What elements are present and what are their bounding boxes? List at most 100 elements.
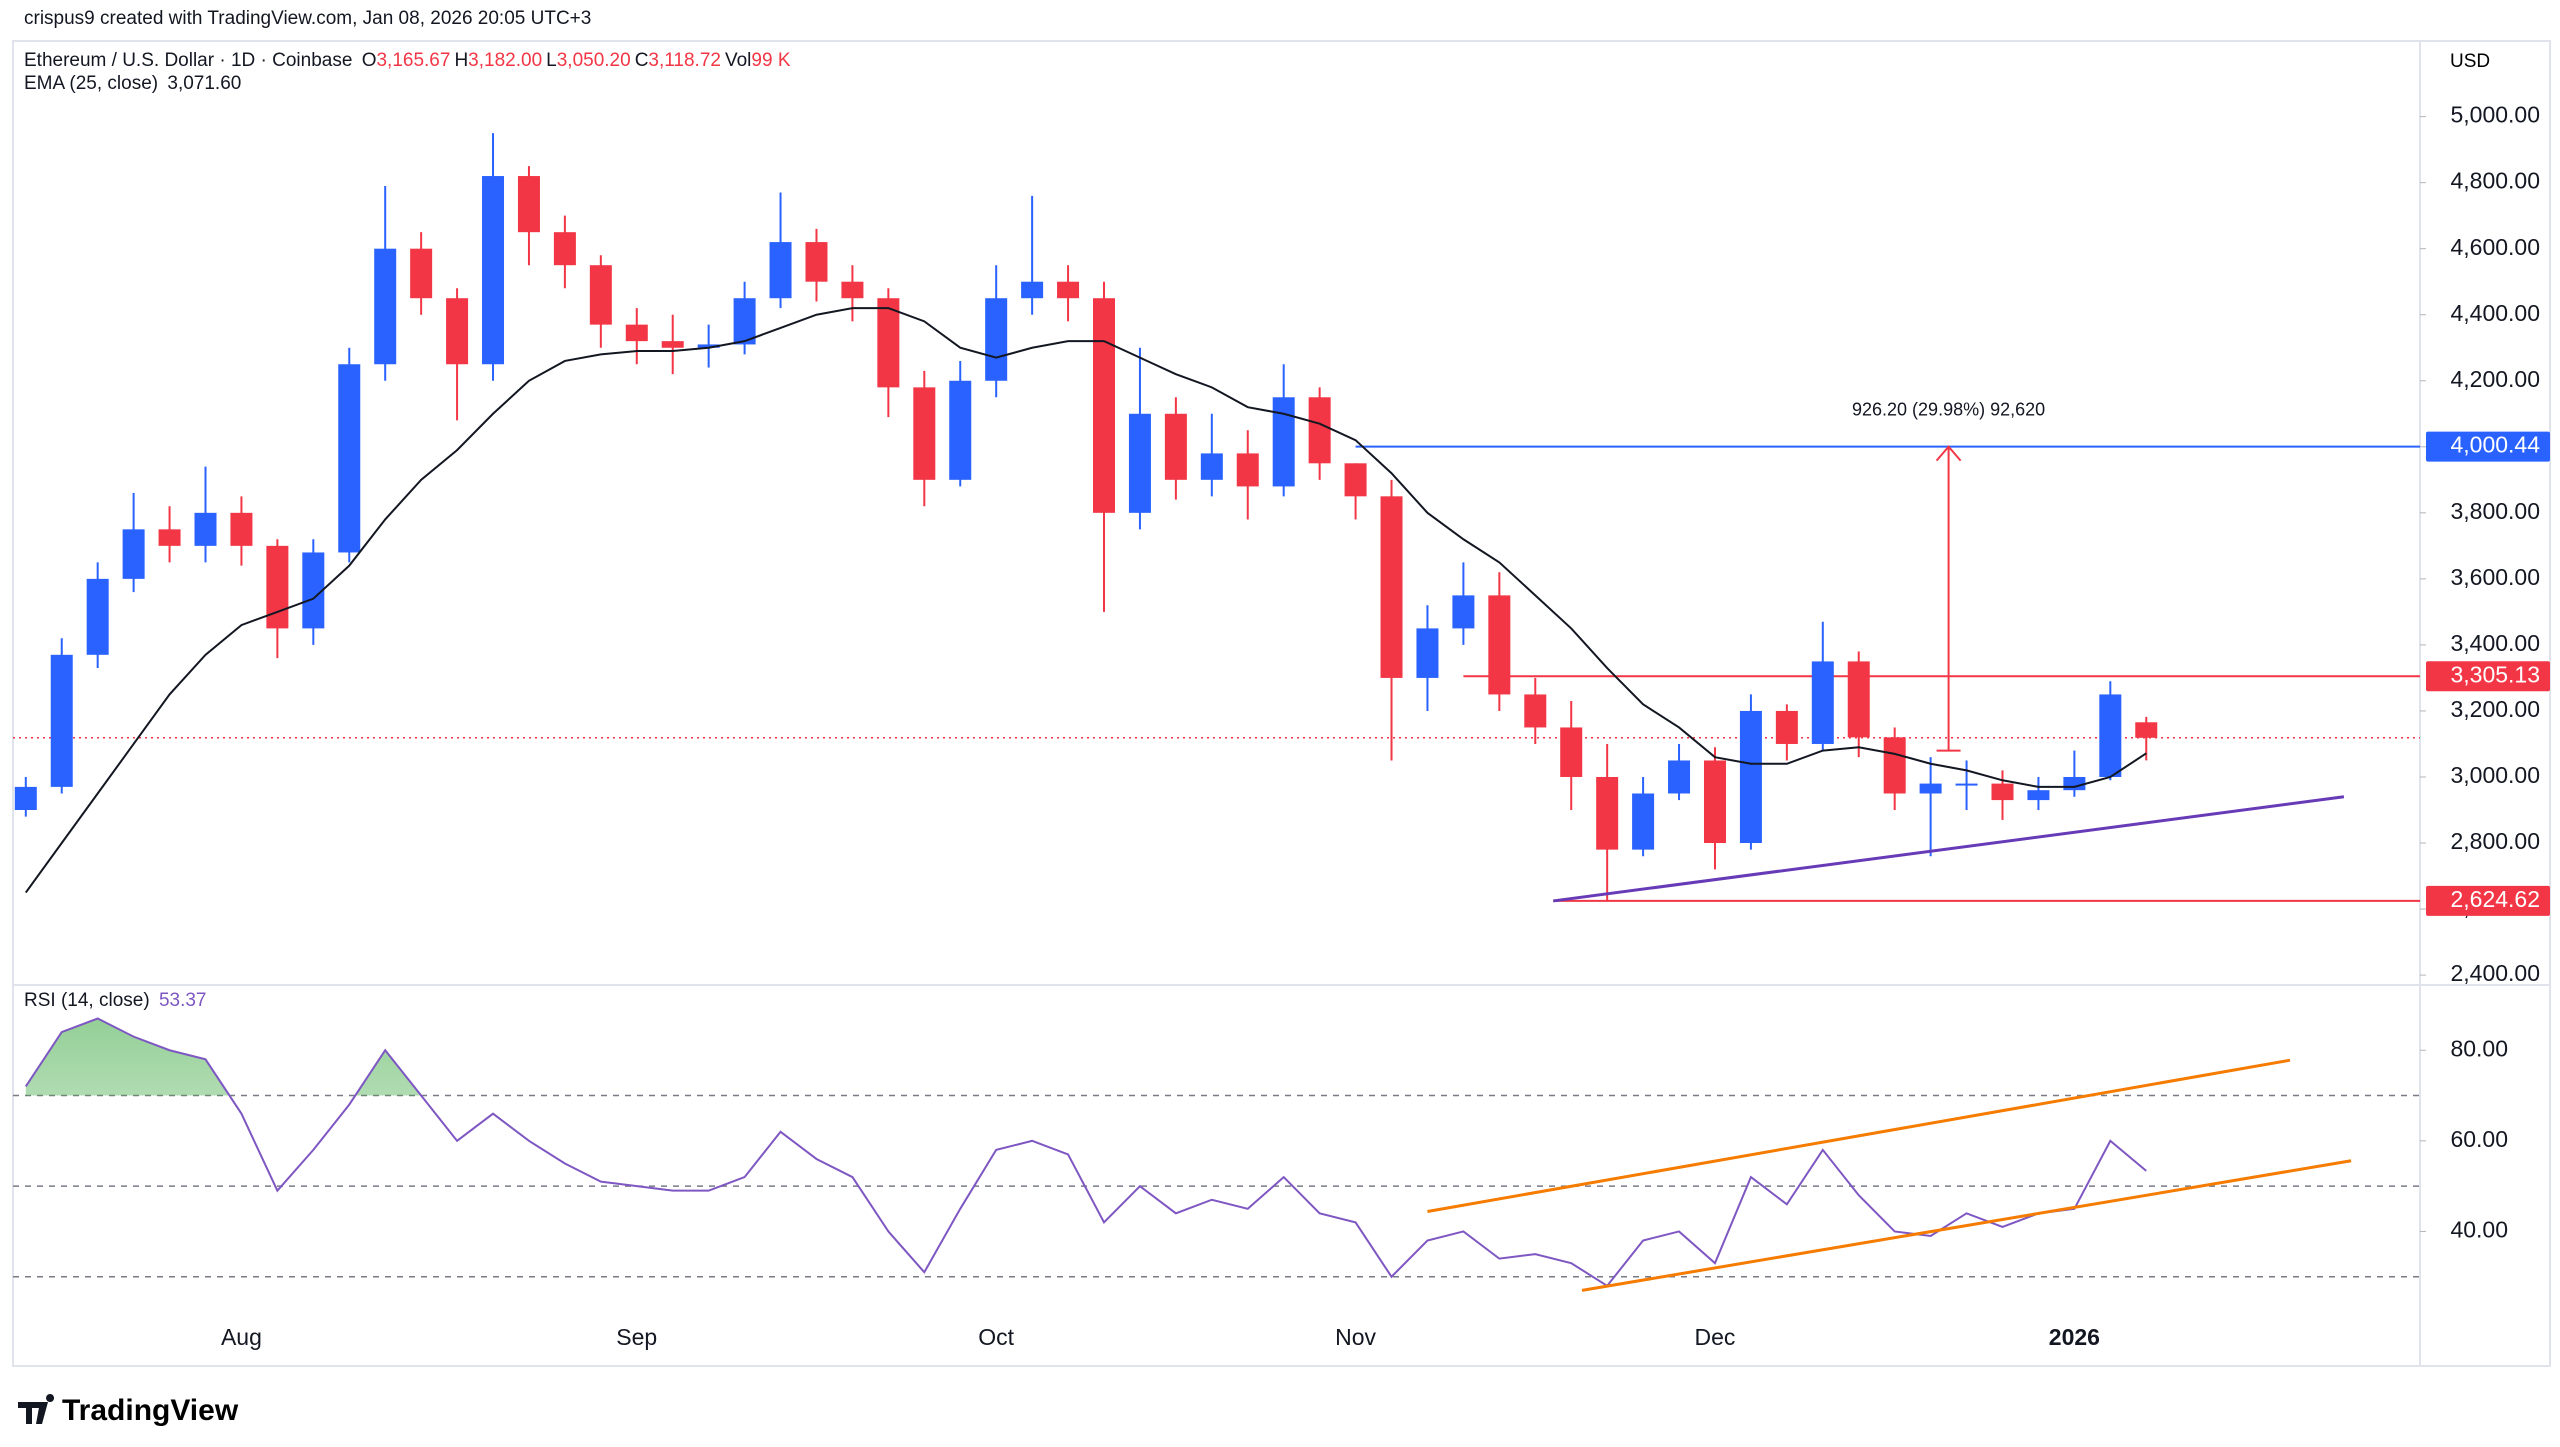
candle-body <box>913 387 936 480</box>
candle-body <box>2063 776 2086 791</box>
candle-body <box>1093 298 1115 513</box>
brand: TradingView <box>62 1394 239 1427</box>
candle-body <box>194 512 217 546</box>
chart-frame <box>12 40 2551 1367</box>
candle-body <box>158 529 181 546</box>
candle-body <box>1128 413 1151 513</box>
candle-body <box>2135 722 2158 738</box>
candle-body <box>338 364 361 553</box>
x-tick-label: Aug <box>221 1324 262 1350</box>
candle-body <box>1775 710 1798 744</box>
candle-body <box>1380 496 1403 678</box>
y-tick-label: 4,200.00 <box>2450 366 2540 392</box>
candle-body <box>1524 694 1547 728</box>
candle-body <box>230 512 253 546</box>
candle-body <box>1344 463 1367 497</box>
rsi-pane <box>13 1017 2420 1292</box>
candle-body <box>1488 595 1511 695</box>
candle-body <box>1919 783 1942 794</box>
candle-body <box>1452 595 1475 629</box>
candle-body <box>589 265 612 325</box>
x-tick-label: Oct <box>978 1324 1014 1350</box>
price-legend: Ethereum / U.S. Dollar · 1D · Coinbase O… <box>24 50 795 72</box>
legend-value: 3,182.00 <box>468 50 543 71</box>
legend-key: O <box>361 50 377 71</box>
candle-body <box>1955 783 1978 786</box>
price-label: 2,624.62 <box>2450 886 2540 912</box>
candle-body <box>1703 760 1726 844</box>
legend-key: C <box>634 50 649 71</box>
ema-value: 3,071.60 <box>167 73 242 94</box>
candle-body <box>697 344 720 348</box>
y-tick-label: 3,800.00 <box>2450 498 2540 524</box>
rsi-legend: RSI (14, close) 53.37 <box>24 990 210 1012</box>
candle-body <box>949 380 972 480</box>
candle-body <box>1847 661 1870 738</box>
candle-body <box>1021 281 1044 299</box>
y-tick-label: 3,600.00 <box>2450 564 2540 590</box>
candle-body <box>410 248 433 299</box>
candle-body <box>86 578 109 655</box>
y-tick-label: 5,000.00 <box>2450 102 2540 128</box>
rsi-trendline <box>1427 1058 2291 1213</box>
candle-body <box>1416 628 1439 678</box>
candle-body <box>1057 281 1080 299</box>
candle-body <box>805 242 828 282</box>
price-pane <box>13 133 2420 903</box>
logo: TradingView <box>18 1394 239 1427</box>
candle-body <box>553 232 576 266</box>
rsi-tick-label: 80.00 <box>2450 1035 2508 1061</box>
y-tick-label: 2,400.00 <box>2450 960 2540 986</box>
candle-body <box>1308 397 1331 464</box>
rsi-tick-label: 60.00 <box>2450 1126 2508 1152</box>
rsi-tick-label: 40.00 <box>2450 1217 2508 1243</box>
x-tick-label: Nov <box>1335 1324 1376 1350</box>
candle-body <box>877 298 900 388</box>
candle-body <box>661 341 684 348</box>
candle-body <box>1236 453 1259 487</box>
measure-label: 926.20 (29.98%) 92,620 <box>1852 399 2045 419</box>
candle-body <box>50 654 73 787</box>
ema-line <box>24 307 2147 894</box>
legend-key: H <box>454 50 469 71</box>
candle-body <box>446 298 469 365</box>
candle-body <box>266 545 289 629</box>
candle-body <box>625 324 648 342</box>
rsi-name: RSI (14, close) <box>24 990 150 1011</box>
candle-body <box>1164 413 1187 480</box>
legend-value: 3,050.20 <box>556 50 631 71</box>
candle-body <box>1560 727 1583 777</box>
candle-body <box>1883 737 1906 794</box>
legend-value: 3,118.72 <box>648 50 721 71</box>
rsi-value: 53.37 <box>158 990 207 1011</box>
candle-body <box>517 176 540 233</box>
price-label-box <box>2426 885 2550 916</box>
candle-body <box>122 529 145 579</box>
logo-mark <box>18 1394 55 1424</box>
candle-body <box>1739 710 1762 844</box>
candle-body <box>1272 397 1295 487</box>
ema-legend: EMA (25, close) 3,071.60 <box>24 73 245 95</box>
candle-body <box>841 281 864 299</box>
y-tick-label: 4,600.00 <box>2450 234 2540 260</box>
candle-body <box>1200 453 1223 480</box>
y-tick-label: 3,400.00 <box>2450 630 2540 656</box>
y-tick-label: 4,400.00 <box>2450 300 2540 326</box>
ema-name: EMA (25, close) <box>24 73 159 94</box>
x-tick-label: 2026 <box>2049 1324 2100 1350</box>
price-label: 4,000.44 <box>2450 432 2540 458</box>
candle-body <box>302 552 325 629</box>
candle-body <box>482 176 505 365</box>
y-tick-label: 3,200.00 <box>2450 696 2540 722</box>
candle-body <box>1991 783 2014 801</box>
rsi-line <box>24 1017 2147 1288</box>
candle-body <box>1811 661 1834 744</box>
price-label-box <box>2426 431 2550 462</box>
currency: USD <box>2450 51 2490 72</box>
y-tick-label: 3,000.00 <box>2450 762 2540 788</box>
y-tick-label: 2,800.00 <box>2450 828 2540 854</box>
legend-value: 3,165.67 <box>376 50 451 71</box>
overbought-fill <box>25 1018 422 1096</box>
